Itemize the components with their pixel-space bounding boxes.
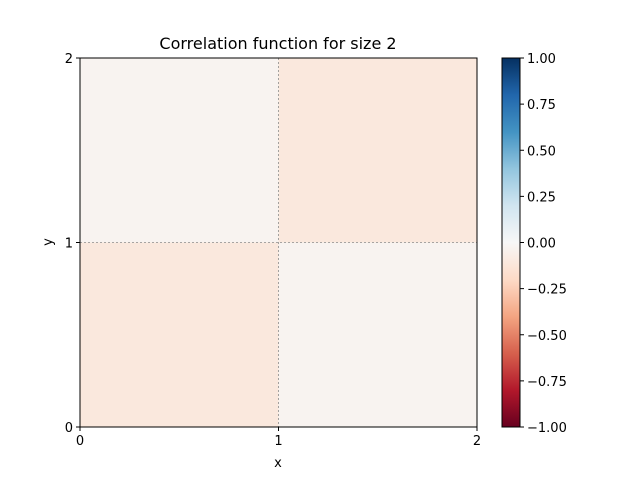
x-tick-label: 0 [76,434,84,449]
heatmap-cell [278,58,477,243]
colorbar-tick-label: 0.50 [527,144,556,159]
colorbar-tick-label: 0.75 [527,98,556,113]
colorbar-ticks: 1.00 0.75 0.50 0.25 0.00 −0.25 −0.50 −0.75 −1.00 [520,52,567,436]
heatmap-cell [80,242,279,427]
colorbar-tick-label: −0.75 [527,375,567,390]
colorbar: 1.00 0.75 0.50 0.25 0.00 −0.25 −0.50 −0.75 −1.00 [501,52,567,436]
colorbar-gradient [501,57,521,428]
chart-title: Correlation function for size 2 [159,34,396,53]
x-tick-label: 2 [473,434,481,449]
colorbar-tick-label: −0.50 [527,329,567,344]
heatmap-cells [80,58,477,427]
colorbar-tick-label: −1.00 [527,421,567,436]
heatmap-cell [278,242,477,427]
x-axis: 0 1 2 [76,427,481,449]
y-axis-label: y [41,238,56,246]
colorbar-tick-label: 0.00 [527,237,556,252]
colorbar-tick-label: 1.00 [527,52,556,67]
heatmap-cell [80,58,279,243]
colorbar-tick-label: −0.25 [527,283,567,298]
grid-lines [80,58,477,427]
y-axis: 0 1 2 [65,52,80,436]
y-tick-label: 2 [65,52,73,67]
x-tick-label: 1 [274,434,282,449]
y-tick-label: 0 [65,421,73,436]
x-axis-label: x [274,456,282,471]
y-tick-label: 1 [65,237,73,252]
colorbar-tick-label: 0.25 [527,190,556,205]
